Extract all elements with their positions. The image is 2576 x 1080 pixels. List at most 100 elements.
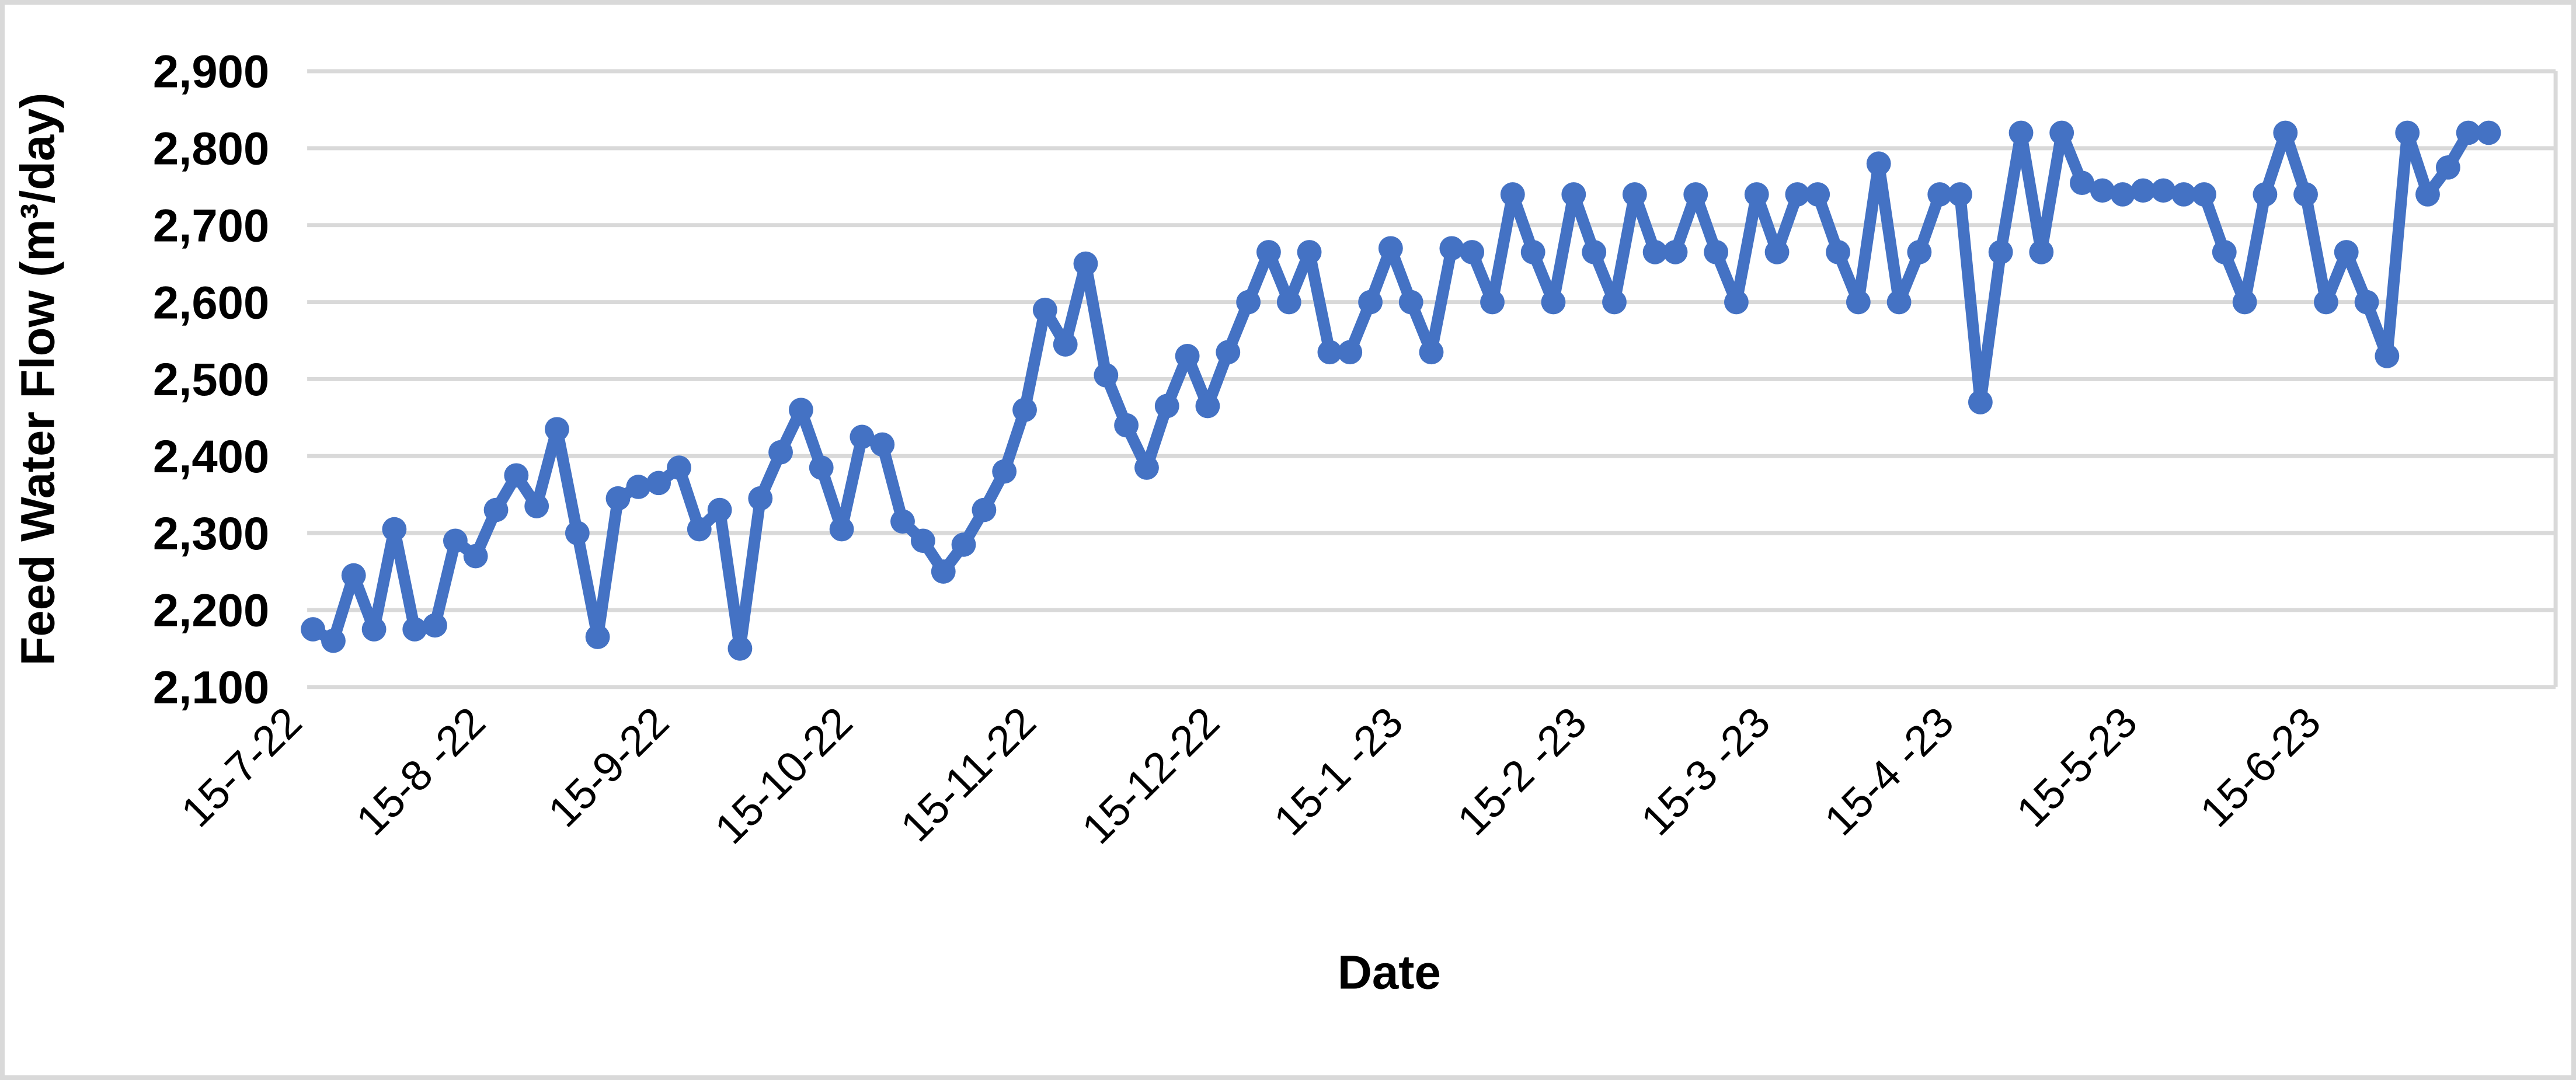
data-point-marker: [2049, 120, 2074, 145]
x-tick-label: 15-6-23: [2191, 698, 2330, 836]
data-point-marker: [2090, 178, 2115, 203]
series-layer: [301, 120, 2501, 661]
data-point-marker: [1602, 290, 1627, 315]
data-point-marker: [2456, 120, 2481, 145]
data-point-marker: [951, 532, 976, 557]
y-axis-tick-labels: 2,900 2,800 2,700 2,600 2,500 2,400 2,300 2,200…: [153, 46, 269, 713]
y-tick-label: 2,700: [153, 200, 269, 252]
data-point-marker: [1520, 240, 1545, 264]
y-tick-label: 2,300: [153, 507, 269, 559]
data-point-marker: [2334, 240, 2359, 264]
x-tick-label: 15-1 -23: [1265, 698, 1412, 845]
data-point-marker: [504, 463, 529, 488]
x-tick-label: 15-4 -23: [1815, 698, 1963, 845]
data-point-marker: [1053, 332, 1078, 357]
data-point-marker: [931, 559, 956, 584]
data-point-marker: [545, 417, 569, 441]
data-point-marker: [1704, 240, 1729, 264]
data-point-marker: [1398, 290, 1423, 315]
y-tick-label: 2,400: [153, 430, 269, 482]
data-point-marker: [1663, 240, 1688, 264]
data-point-marker: [423, 613, 447, 638]
x-tick-label: 15-11-22: [891, 698, 1045, 851]
data-point-marker: [2354, 290, 2379, 315]
data-point-marker: [1541, 290, 1566, 315]
data-point-marker: [768, 440, 793, 465]
x-tick-label: 15-7-22: [172, 698, 311, 836]
x-tick-label: 15-3 -23: [1631, 698, 1779, 845]
data-point-marker: [1012, 398, 1037, 422]
data-point-marker: [1582, 240, 1607, 264]
data-point-marker: [829, 517, 854, 542]
data-point-marker: [361, 617, 387, 642]
data-point-marker: [2375, 344, 2400, 368]
data-point-marker: [2131, 178, 2156, 203]
data-point-marker: [1561, 182, 1586, 207]
y-tick-label: 2,800: [153, 123, 269, 175]
data-point-marker: [1805, 182, 1830, 207]
data-point-marker: [2415, 182, 2440, 207]
x-tick-label: 15-9-22: [539, 698, 678, 836]
y-tick-label: 2,200: [153, 584, 269, 636]
data-point-marker: [1378, 236, 1403, 261]
data-point-marker: [1764, 240, 1790, 264]
x-tick-label: 15-12-22: [1073, 698, 1228, 853]
data-point-marker: [1988, 240, 2013, 264]
data-point-marker: [707, 497, 732, 522]
data-point-marker: [565, 521, 590, 545]
data-point-marker: [910, 528, 935, 553]
data-point-marker: [1317, 340, 1342, 365]
data-point-marker: [1297, 240, 1322, 264]
data-point-marker: [1642, 240, 1668, 264]
data-point-marker: [1114, 413, 1139, 438]
chart-canvas: 2,900 2,800 2,700 2,600 2,500 2,400 2,300 2,200…: [12, 46, 2558, 999]
data-point-marker: [667, 455, 691, 480]
data-point-marker: [1907, 240, 1932, 264]
y-axis-title: Feed Water Flow (m³/day): [12, 93, 65, 666]
data-point-marker: [1826, 240, 1850, 264]
data-point-marker: [1094, 363, 1119, 388]
data-point-marker: [1175, 344, 1200, 368]
data-point-marker: [1866, 151, 1891, 176]
data-point-marker: [850, 424, 875, 450]
data-point-marker: [1276, 290, 1301, 315]
data-point-marker: [1256, 240, 1281, 264]
data-point-marker: [443, 528, 468, 553]
data-point-marker: [2435, 155, 2460, 180]
data-point-marker: [1785, 182, 1810, 207]
data-point-marker: [2171, 182, 2196, 207]
data-point-marker: [1480, 290, 1505, 315]
data-point-marker: [1154, 393, 1179, 419]
data-point-marker: [524, 494, 549, 518]
data-point-marker: [870, 432, 895, 457]
data-point-marker: [1724, 290, 1749, 315]
data-point-marker: [1744, 182, 1769, 207]
data-point-marker: [2395, 120, 2420, 145]
x-axis-title: Date: [1338, 946, 1441, 999]
data-point-marker: [1683, 182, 1708, 207]
data-point-marker: [341, 563, 366, 588]
data-point-marker: [992, 459, 1017, 484]
x-tick-label: 15-8 -22: [347, 698, 495, 845]
data-point-marker: [1134, 455, 1159, 480]
data-point-marker: [626, 475, 651, 499]
x-tick-label: 15-2 -23: [1448, 698, 1596, 845]
data-point-marker: [687, 517, 712, 542]
gridlines-layer: [307, 69, 2558, 689]
data-point-marker: [1927, 182, 1952, 207]
data-point-marker: [2070, 170, 2094, 196]
data-point-marker: [1195, 393, 1220, 419]
data-point-marker: [1236, 290, 1261, 315]
series-line: [307, 127, 2495, 654]
x-axis-tick-labels: 15-7-22 15-8 -22 15-9-22 15-10-22 15-11-22 15…: [172, 698, 2330, 853]
data-point-marker: [605, 486, 631, 511]
data-point-marker: [1073, 251, 1098, 276]
data-point-marker: [2008, 120, 2034, 145]
data-point-marker: [2253, 182, 2278, 207]
data-point-marker: [1032, 297, 1057, 322]
data-point-marker: [2232, 290, 2257, 315]
data-point-marker: [2212, 240, 2237, 264]
data-point-marker: [748, 486, 773, 511]
data-point-marker: [2192, 182, 2216, 207]
data-point-marker: [1622, 182, 1647, 207]
